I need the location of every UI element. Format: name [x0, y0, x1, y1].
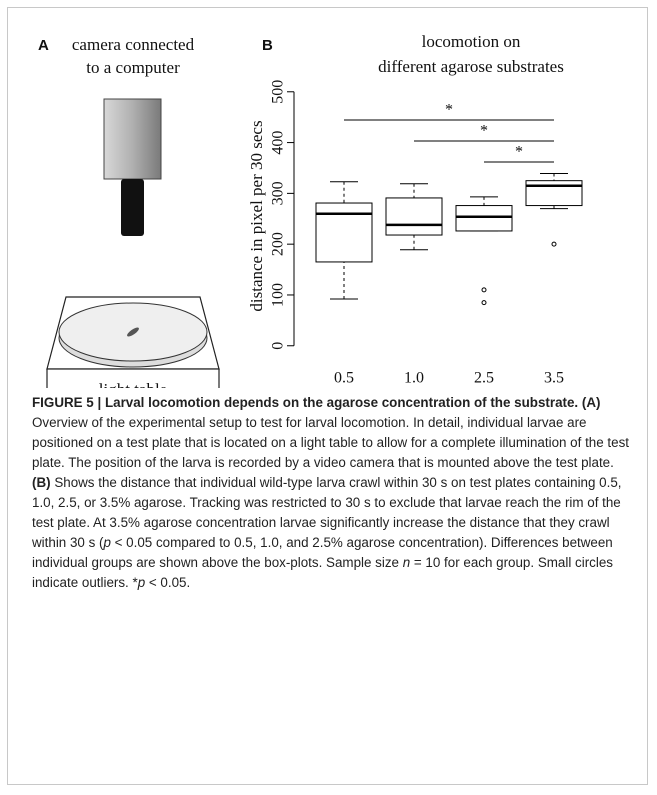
- y-tick-label: 100: [270, 283, 287, 307]
- panel-label: A: [38, 37, 49, 54]
- y-tick-label: 400: [270, 131, 287, 155]
- caption-text: p: [103, 535, 111, 550]
- camera-body: [103, 98, 162, 180]
- outlier: [481, 300, 487, 306]
- caption-text: FIGURE 5 | Larval locomotion depends on …: [32, 395, 579, 410]
- caption-text: < 0.05 compared to 0.5, 1.0, and 2.5% ag…: [32, 535, 613, 570]
- x-tick-label: 3.5: [544, 370, 564, 387]
- caption-text: < 0.05.: [145, 575, 191, 590]
- caption-text: (B): [32, 475, 51, 490]
- x-tick-label: 2.5: [474, 370, 494, 387]
- caption-text: = 10 for each group. Small circles indic…: [32, 555, 613, 590]
- caption-text: (A): [578, 395, 601, 410]
- box: [455, 205, 513, 232]
- panel-label: B: [262, 37, 273, 54]
- camera-lens: [121, 179, 144, 236]
- box: [385, 197, 443, 236]
- caption: FIGURE 5 | Larval locomotion depends on …: [32, 393, 632, 593]
- y-tick-label: 0: [270, 342, 287, 350]
- y-tick-label: 500: [270, 80, 287, 104]
- chart-title: different agarose substrates: [378, 57, 564, 76]
- box: [525, 180, 583, 207]
- caption-text: Shows the distance that individual wild-…: [32, 475, 622, 550]
- significance-label: *: [480, 123, 488, 140]
- camera-label: to a computer: [86, 58, 180, 77]
- caption-text: Overview of the experimental setup to te…: [32, 415, 629, 470]
- outlier: [481, 287, 487, 293]
- x-tick-label: 0.5: [334, 370, 354, 387]
- table-label: light table: [99, 380, 167, 388]
- significance-label: *: [445, 102, 453, 119]
- y-axis-label: distance in pixel per 30 secs: [247, 120, 266, 311]
- y-tick-label: 300: [270, 181, 287, 205]
- caption-text: n: [402, 555, 411, 570]
- caption-text: p: [137, 575, 146, 590]
- camera-label: camera connected: [72, 35, 195, 54]
- y-tick-label: 200: [270, 232, 287, 256]
- setup-diagram: [46, 98, 220, 388]
- significance-label: *: [515, 144, 523, 161]
- larva: [127, 327, 139, 337]
- x-tick-label: 1.0: [404, 370, 424, 387]
- table-front: [46, 368, 220, 388]
- outlier: [551, 241, 557, 247]
- box: [315, 202, 373, 263]
- chart-title: locomotion on: [422, 32, 521, 51]
